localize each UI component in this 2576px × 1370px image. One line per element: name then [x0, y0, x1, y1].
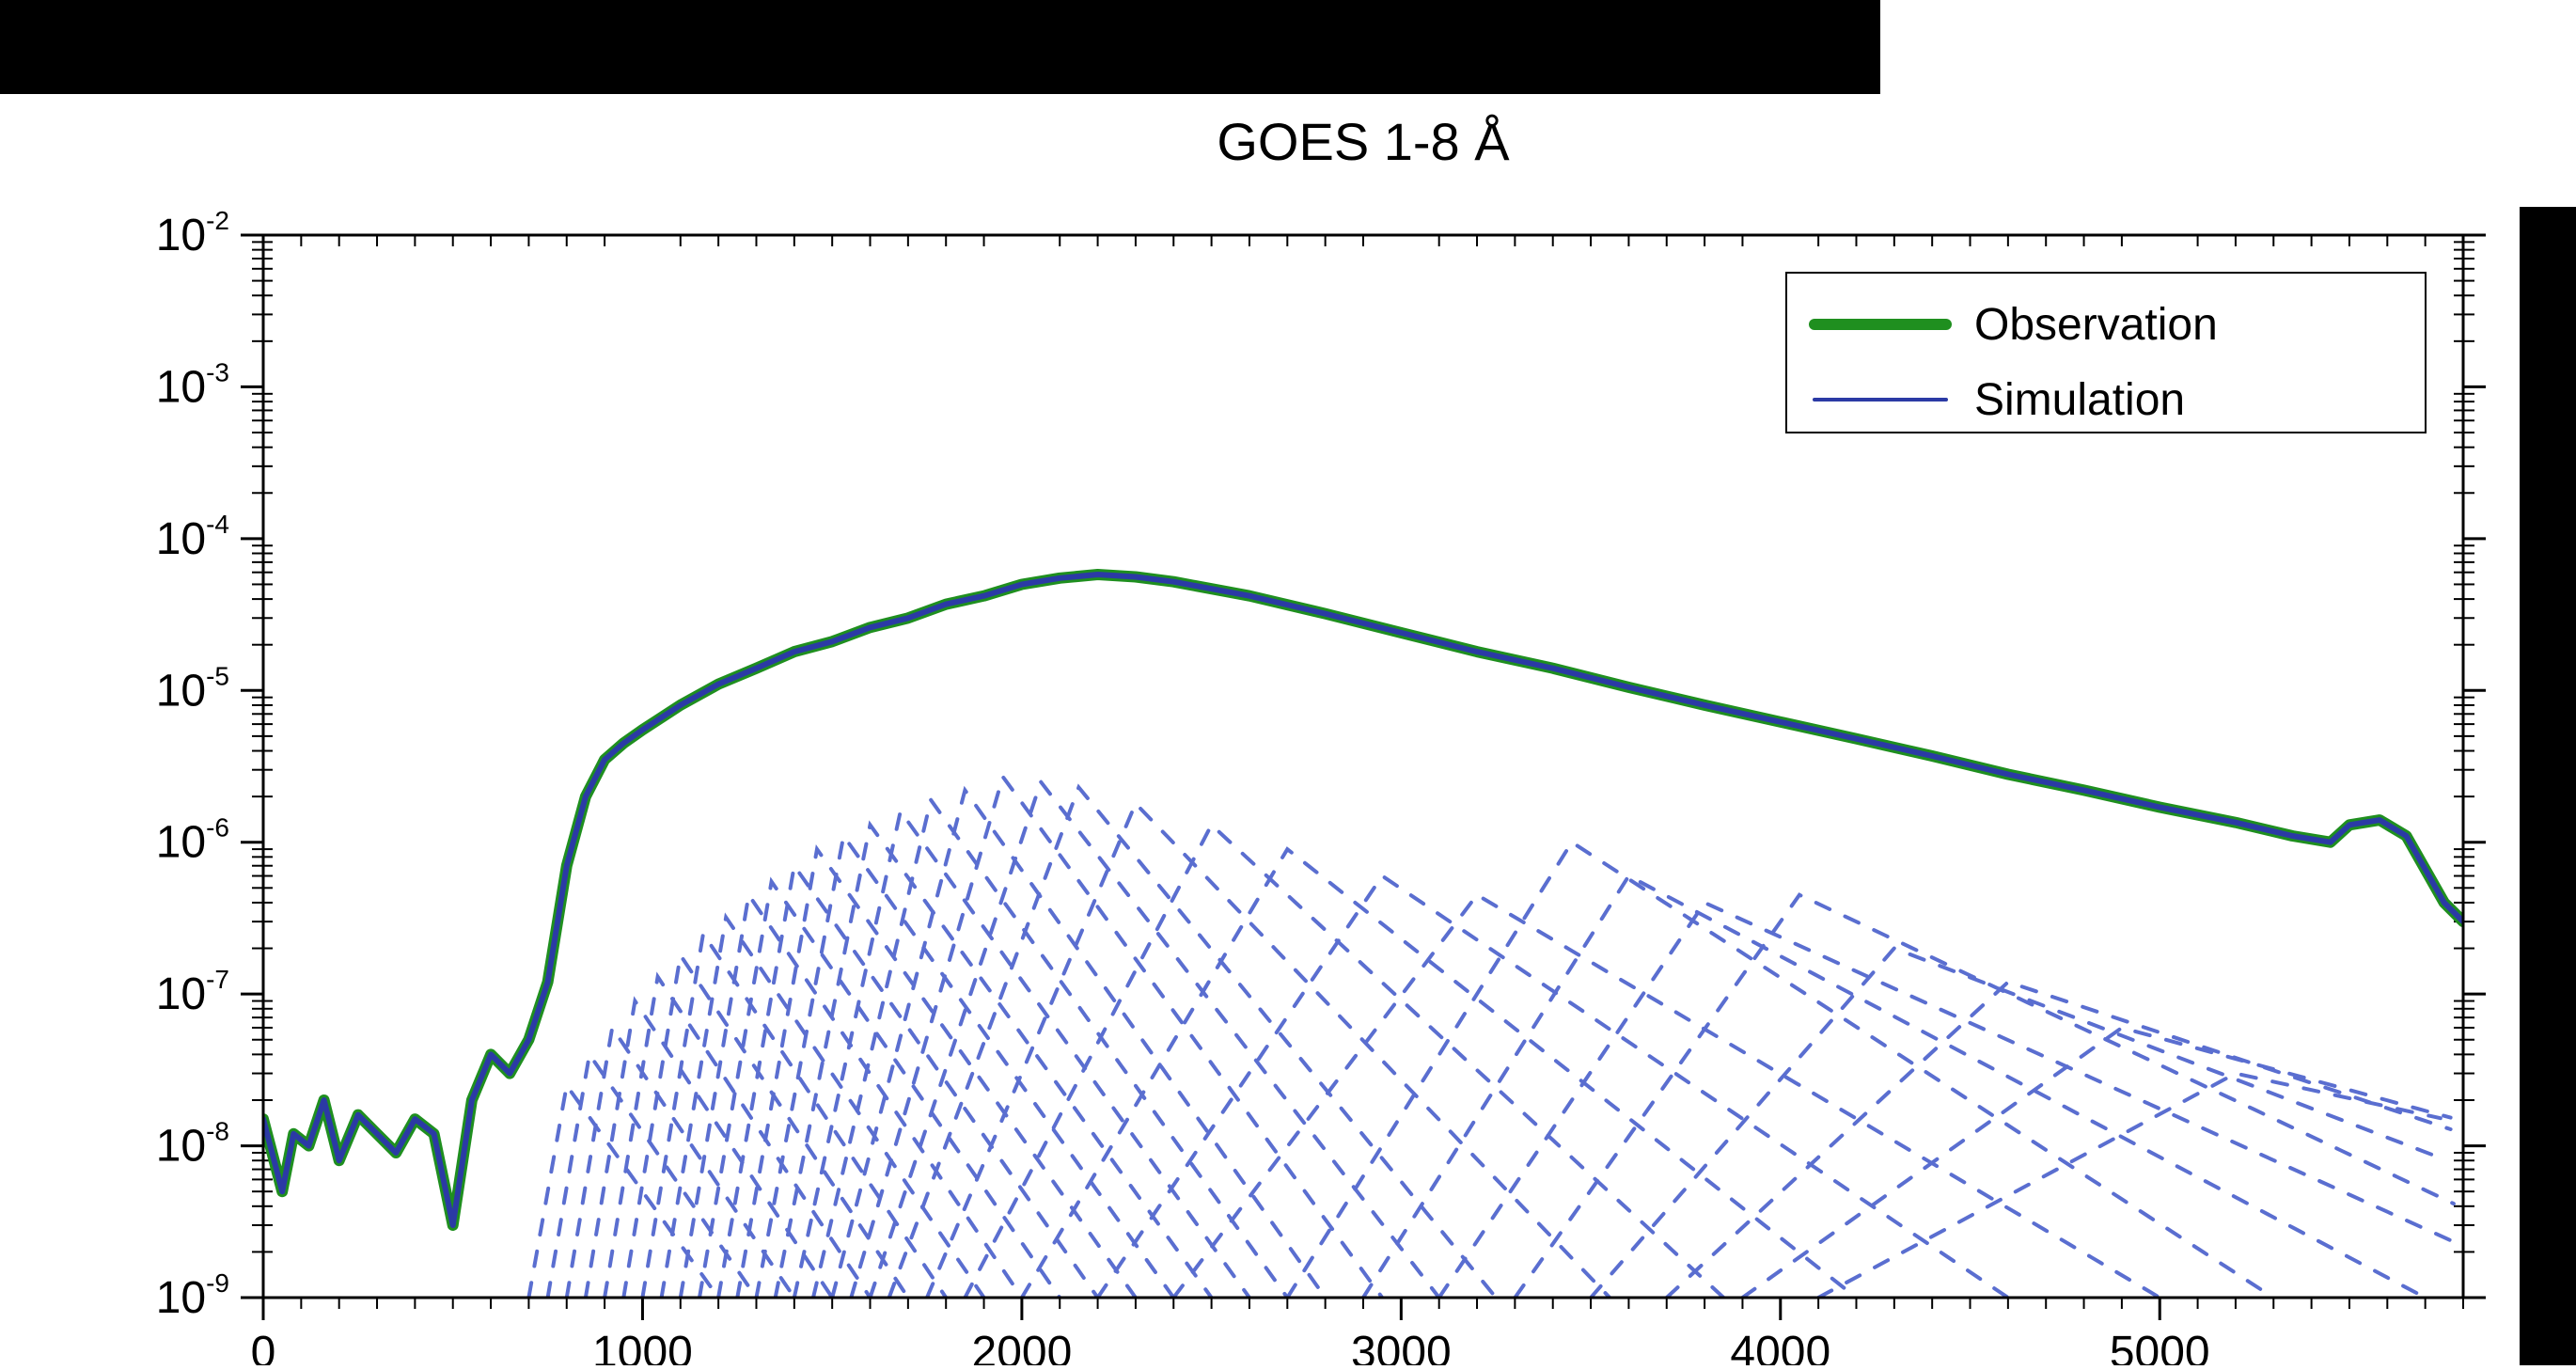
chart-title: GOES 1-8 Å: [1217, 112, 1510, 171]
x-tick-label: 2000: [972, 1328, 1073, 1365]
x-tick-label: 0: [251, 1328, 276, 1365]
black-bar-right: [2510, 207, 2576, 1365]
x-tick-label: 4000: [1730, 1328, 1830, 1365]
x-tick-label: 5000: [2110, 1328, 2210, 1365]
chart-svg: GOES 1-8 Å01000200030004000500010-910-81…: [56, 103, 2520, 1365]
legend-label: Observation: [1974, 300, 2218, 350]
chart-container: GOES 1-8 Å01000200030004000500010-910-81…: [56, 103, 2520, 1365]
legend-label: Simulation: [1974, 375, 2185, 425]
x-tick-label: 1000: [592, 1328, 693, 1365]
x-tick-label: 3000: [1351, 1328, 1452, 1365]
black-bar-top: [0, 0, 1880, 94]
